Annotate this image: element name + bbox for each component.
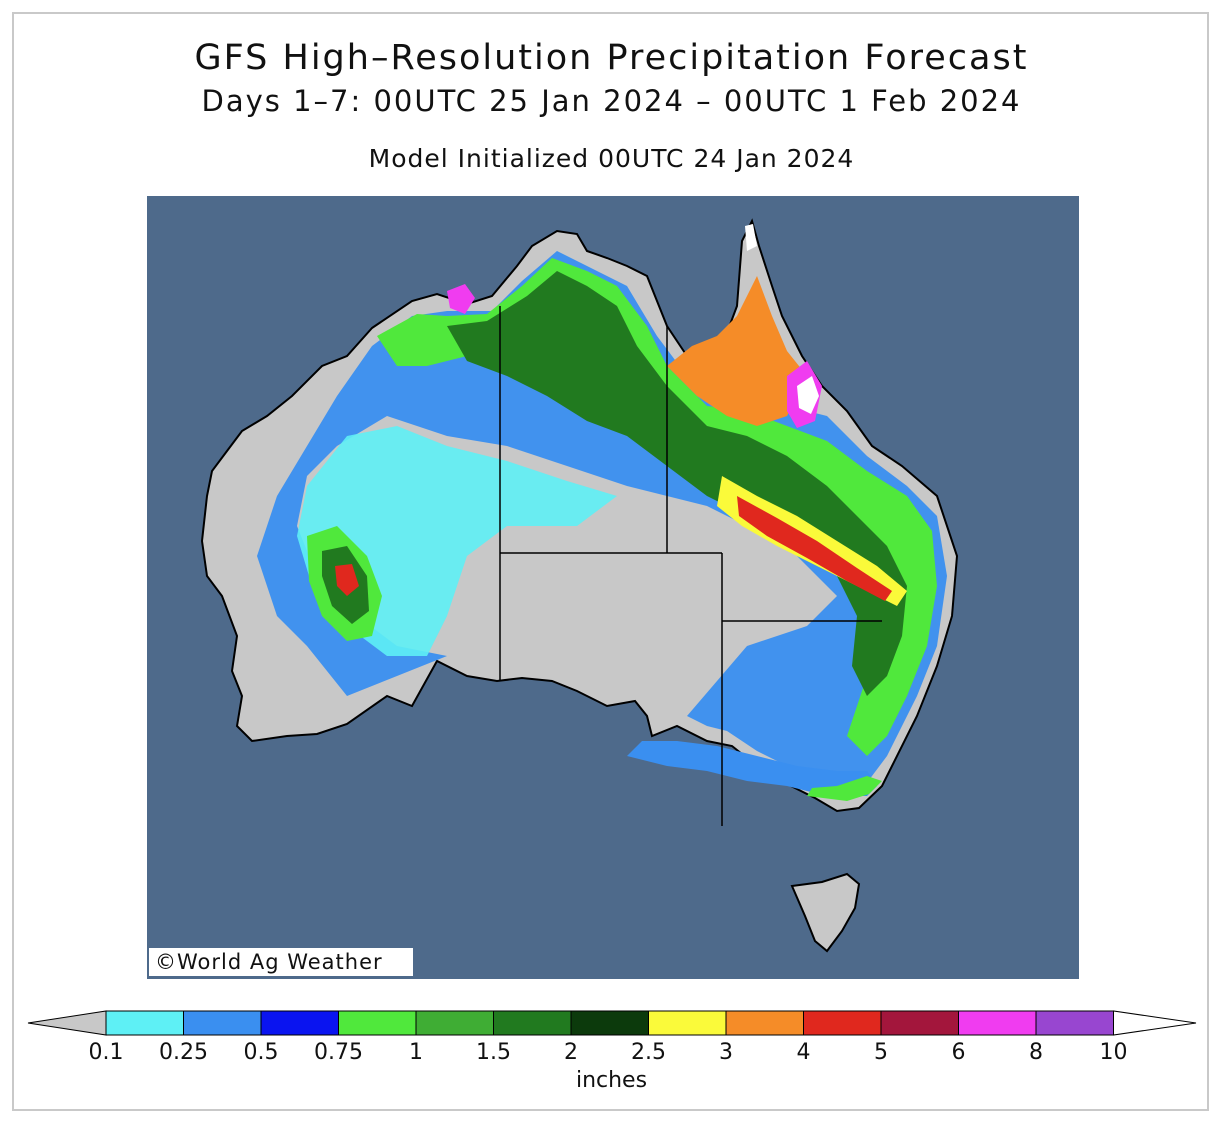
precipitation-map xyxy=(147,196,1079,979)
tasmania xyxy=(790,872,861,953)
legend-tick-label: 10 xyxy=(1099,1040,1128,1065)
map-title: GFS High–Resolution Precipitation Foreca… xyxy=(194,38,1029,78)
legend-tick-label: 1.5 xyxy=(476,1040,511,1065)
copyright-credit: ©World Ag Weather xyxy=(149,948,413,976)
legend-tick-label: 3 xyxy=(719,1040,733,1065)
legend-tick-label: 2.5 xyxy=(631,1040,666,1065)
precip-fields xyxy=(257,224,947,801)
model-init-time: Model Initialized 00UTC 24 Jan 2024 xyxy=(368,144,855,173)
legend-tick-label: 0.1 xyxy=(88,1040,124,1065)
state-borders xyxy=(499,306,882,826)
legend-swatch xyxy=(415,1010,494,1036)
legend-swatch xyxy=(648,1010,727,1036)
legend-over-arrow xyxy=(1113,1010,1197,1036)
legend-under-arrow xyxy=(27,1010,107,1036)
legend-units: inches xyxy=(575,1068,648,1093)
color-legend xyxy=(27,1010,1197,1036)
legend-swatch xyxy=(183,1010,262,1036)
legend-swatch xyxy=(260,1010,339,1036)
legend-tick-label: 4 xyxy=(796,1040,811,1065)
legend-swatch xyxy=(338,1010,417,1036)
legend-swatch xyxy=(570,1010,649,1036)
legend-tick-label: 0.25 xyxy=(159,1040,208,1065)
legend-tick-label: 0.5 xyxy=(243,1040,279,1065)
legend-swatch xyxy=(725,1010,804,1036)
legend-tick-label: 6 xyxy=(951,1040,966,1065)
legend-swatch xyxy=(958,1010,1037,1036)
legend-swatch xyxy=(493,1010,572,1036)
legend-tick-label: 8 xyxy=(1029,1040,1043,1065)
forecast-period: Days 1–7: 00UTC 25 Jan 2024 – 00UTC 1 Fe… xyxy=(201,84,1022,118)
legend-tick-label: 2 xyxy=(564,1040,578,1065)
legend-tick-label: 1 xyxy=(409,1040,423,1065)
legend-tick-label: 0.75 xyxy=(314,1040,363,1065)
legend-tick-label: 5 xyxy=(874,1040,888,1065)
legend-swatch xyxy=(803,1010,882,1036)
legend-swatch xyxy=(105,1010,184,1036)
legend-swatch xyxy=(1035,1010,1114,1036)
legend-swatch xyxy=(880,1010,959,1036)
